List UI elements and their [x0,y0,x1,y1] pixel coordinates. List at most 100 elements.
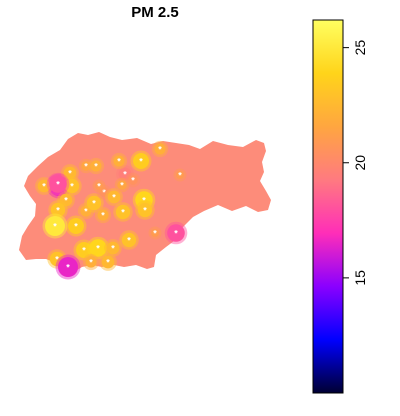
station-marker: * [121,208,125,218]
station-hotspots: ************************************** [35,140,188,280]
station-hotspot: * [99,253,117,271]
station-core [117,180,127,190]
station-core [85,256,97,268]
station-marker: * [117,157,121,167]
station-marker: * [82,246,86,256]
station-core [64,178,80,194]
station-core [50,202,66,218]
station-core [99,187,109,197]
station-hotspot: * [110,152,128,170]
station-marker: * [178,171,182,181]
station-marker: * [96,244,100,254]
station-hotspot: * [119,230,139,250]
station-marker: * [143,206,147,216]
station-marker: * [106,258,110,268]
station-hotspot: * [125,172,141,188]
station-marker: * [84,207,88,217]
station-hotspot: * [114,177,130,193]
station-hotspot: * [62,176,82,196]
station-hotspot: * [130,150,152,172]
station-marker: * [56,180,60,190]
station-hotspot: * [151,140,169,158]
station-core [133,153,149,169]
station-core [80,205,92,217]
station-marker: * [84,162,88,172]
station-marker: * [64,196,68,206]
station-hotspot: * [42,213,68,239]
station-hotspot: * [82,253,100,271]
station-hotspot: * [35,177,53,195]
station-marker: * [94,162,98,172]
station-marker: * [74,222,78,232]
station-marker: * [158,145,162,155]
station-core [89,239,107,257]
colorbar [312,19,344,394]
station-hotspot: * [87,157,105,175]
station-marker: * [66,263,70,273]
station-core [68,218,84,234]
station-core [63,166,77,180]
station-core [45,216,65,236]
station-core [151,229,159,237]
station-marker: * [153,229,157,239]
station-marker: * [55,255,59,265]
station-hotspot: * [46,172,70,196]
station-hotspot: * [105,188,123,206]
station-core [154,143,166,155]
station-hotspot: * [84,193,104,213]
station-marker: * [92,199,96,209]
station-core [107,190,121,204]
station-marker: * [127,236,131,246]
station-marker: * [139,157,143,167]
station-hotspot: * [113,202,133,222]
station-core [113,155,125,167]
station-marker: * [70,182,74,192]
map-title: PM 2.5 [131,4,179,21]
station-hotspot: * [135,200,155,220]
station-hotspot: * [73,239,95,261]
colorbar-tick-label: 20 [352,155,368,171]
station-core [49,175,67,193]
station-hotspot: * [92,179,106,193]
station-core [167,224,185,242]
station-marker: * [101,211,105,221]
station-core [118,167,132,181]
station-marker: * [68,169,72,179]
station-core [121,232,137,248]
station-marker: * [174,229,178,239]
station-core [81,161,91,171]
station-hotspot: * [148,226,162,240]
station-hotspot: * [78,158,94,174]
station-core [59,193,73,207]
station-hotspot: * [164,221,188,245]
station-marker: * [42,182,46,192]
colorbar-tick-label: 25 [352,40,368,56]
station-marker: * [123,170,127,180]
colorbar-tick-label: 15 [352,270,368,286]
station-core [137,202,153,218]
station-core [128,175,138,185]
station-marker: * [112,193,116,203]
station-hotspot: * [48,200,68,220]
station-marker: * [89,258,93,268]
station-core [101,255,115,269]
station-core [106,241,120,255]
station-core [176,171,184,179]
station-marker: * [102,188,106,198]
station-hotspot: * [61,164,79,182]
station-core [97,209,109,221]
station-core [86,195,102,211]
station-hotspot: * [55,254,81,280]
station-core [58,257,78,277]
station-core [90,160,102,172]
station-hotspot: * [104,239,122,257]
station-hotspot: * [94,206,112,224]
station-marker: * [131,176,135,186]
station-hotspot: * [65,215,87,237]
station-core [115,204,131,220]
station-hotspot: * [86,236,110,260]
station-marker: * [97,182,101,192]
station-marker: * [56,206,60,216]
